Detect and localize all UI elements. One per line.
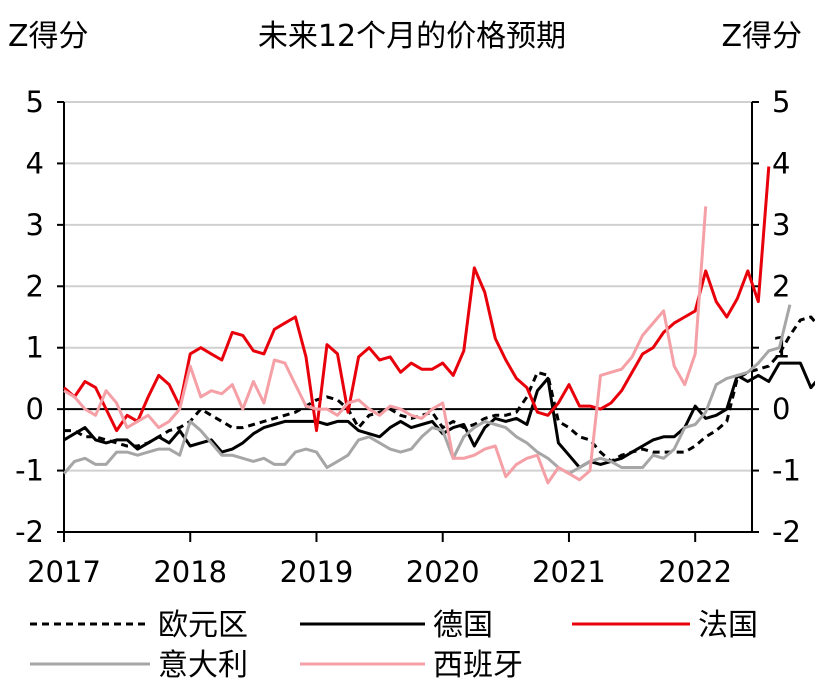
right-axis-title: Z得分 (721, 19, 802, 54)
x-tick-label: 2018 (153, 555, 227, 589)
y-tick-label-right: 4 (772, 146, 790, 180)
y-tick-label-left: 3 (26, 208, 44, 242)
series-lines (62, 166, 815, 485)
legend-label-3: 意大利 (158, 648, 248, 683)
y-tick-label-left: 0 (26, 392, 44, 426)
x-tick-label: 2022 (658, 555, 732, 589)
left-axis-title: Z得分 (8, 19, 89, 54)
y-tick-label-left: -2 (15, 515, 44, 549)
y-tick-label-right: 3 (772, 208, 790, 242)
grid-lines (64, 101, 752, 472)
series-line-1 (63, 361, 815, 469)
legend-label-2: 法国 (698, 608, 758, 643)
y-tick-label-left: 1 (26, 331, 44, 365)
x-tick-label: 2020 (406, 555, 480, 589)
y-tick-label-right: 2 (772, 269, 790, 303)
legend-label-4: 西班牙 (433, 648, 523, 683)
y-tick-label-right: 0 (772, 392, 790, 426)
y-tick-label-right: -2 (772, 515, 801, 549)
y-tick-label-left: 4 (26, 146, 44, 180)
series-line-4 (63, 206, 708, 485)
series-line-2 (63, 166, 771, 433)
y-tick-label-right: 5 (772, 85, 790, 119)
legend-label-0: 欧元区 (158, 608, 248, 643)
y-tick-label-right: -1 (772, 454, 801, 488)
series-line-3 (62, 304, 792, 476)
x-tick-label: 2017 (27, 555, 101, 589)
x-tick-label: 2019 (280, 555, 354, 589)
chart-title: 未来12个月的价格预期 (258, 19, 566, 54)
y-tick-label-left: 2 (26, 269, 44, 303)
legend-label-1: 德国 (433, 608, 493, 643)
y-tick-label-left: 5 (26, 85, 44, 119)
series-line-0 (64, 315, 815, 463)
x-tick-label: 2021 (532, 555, 606, 589)
y-tick-label-left: -1 (15, 454, 44, 488)
